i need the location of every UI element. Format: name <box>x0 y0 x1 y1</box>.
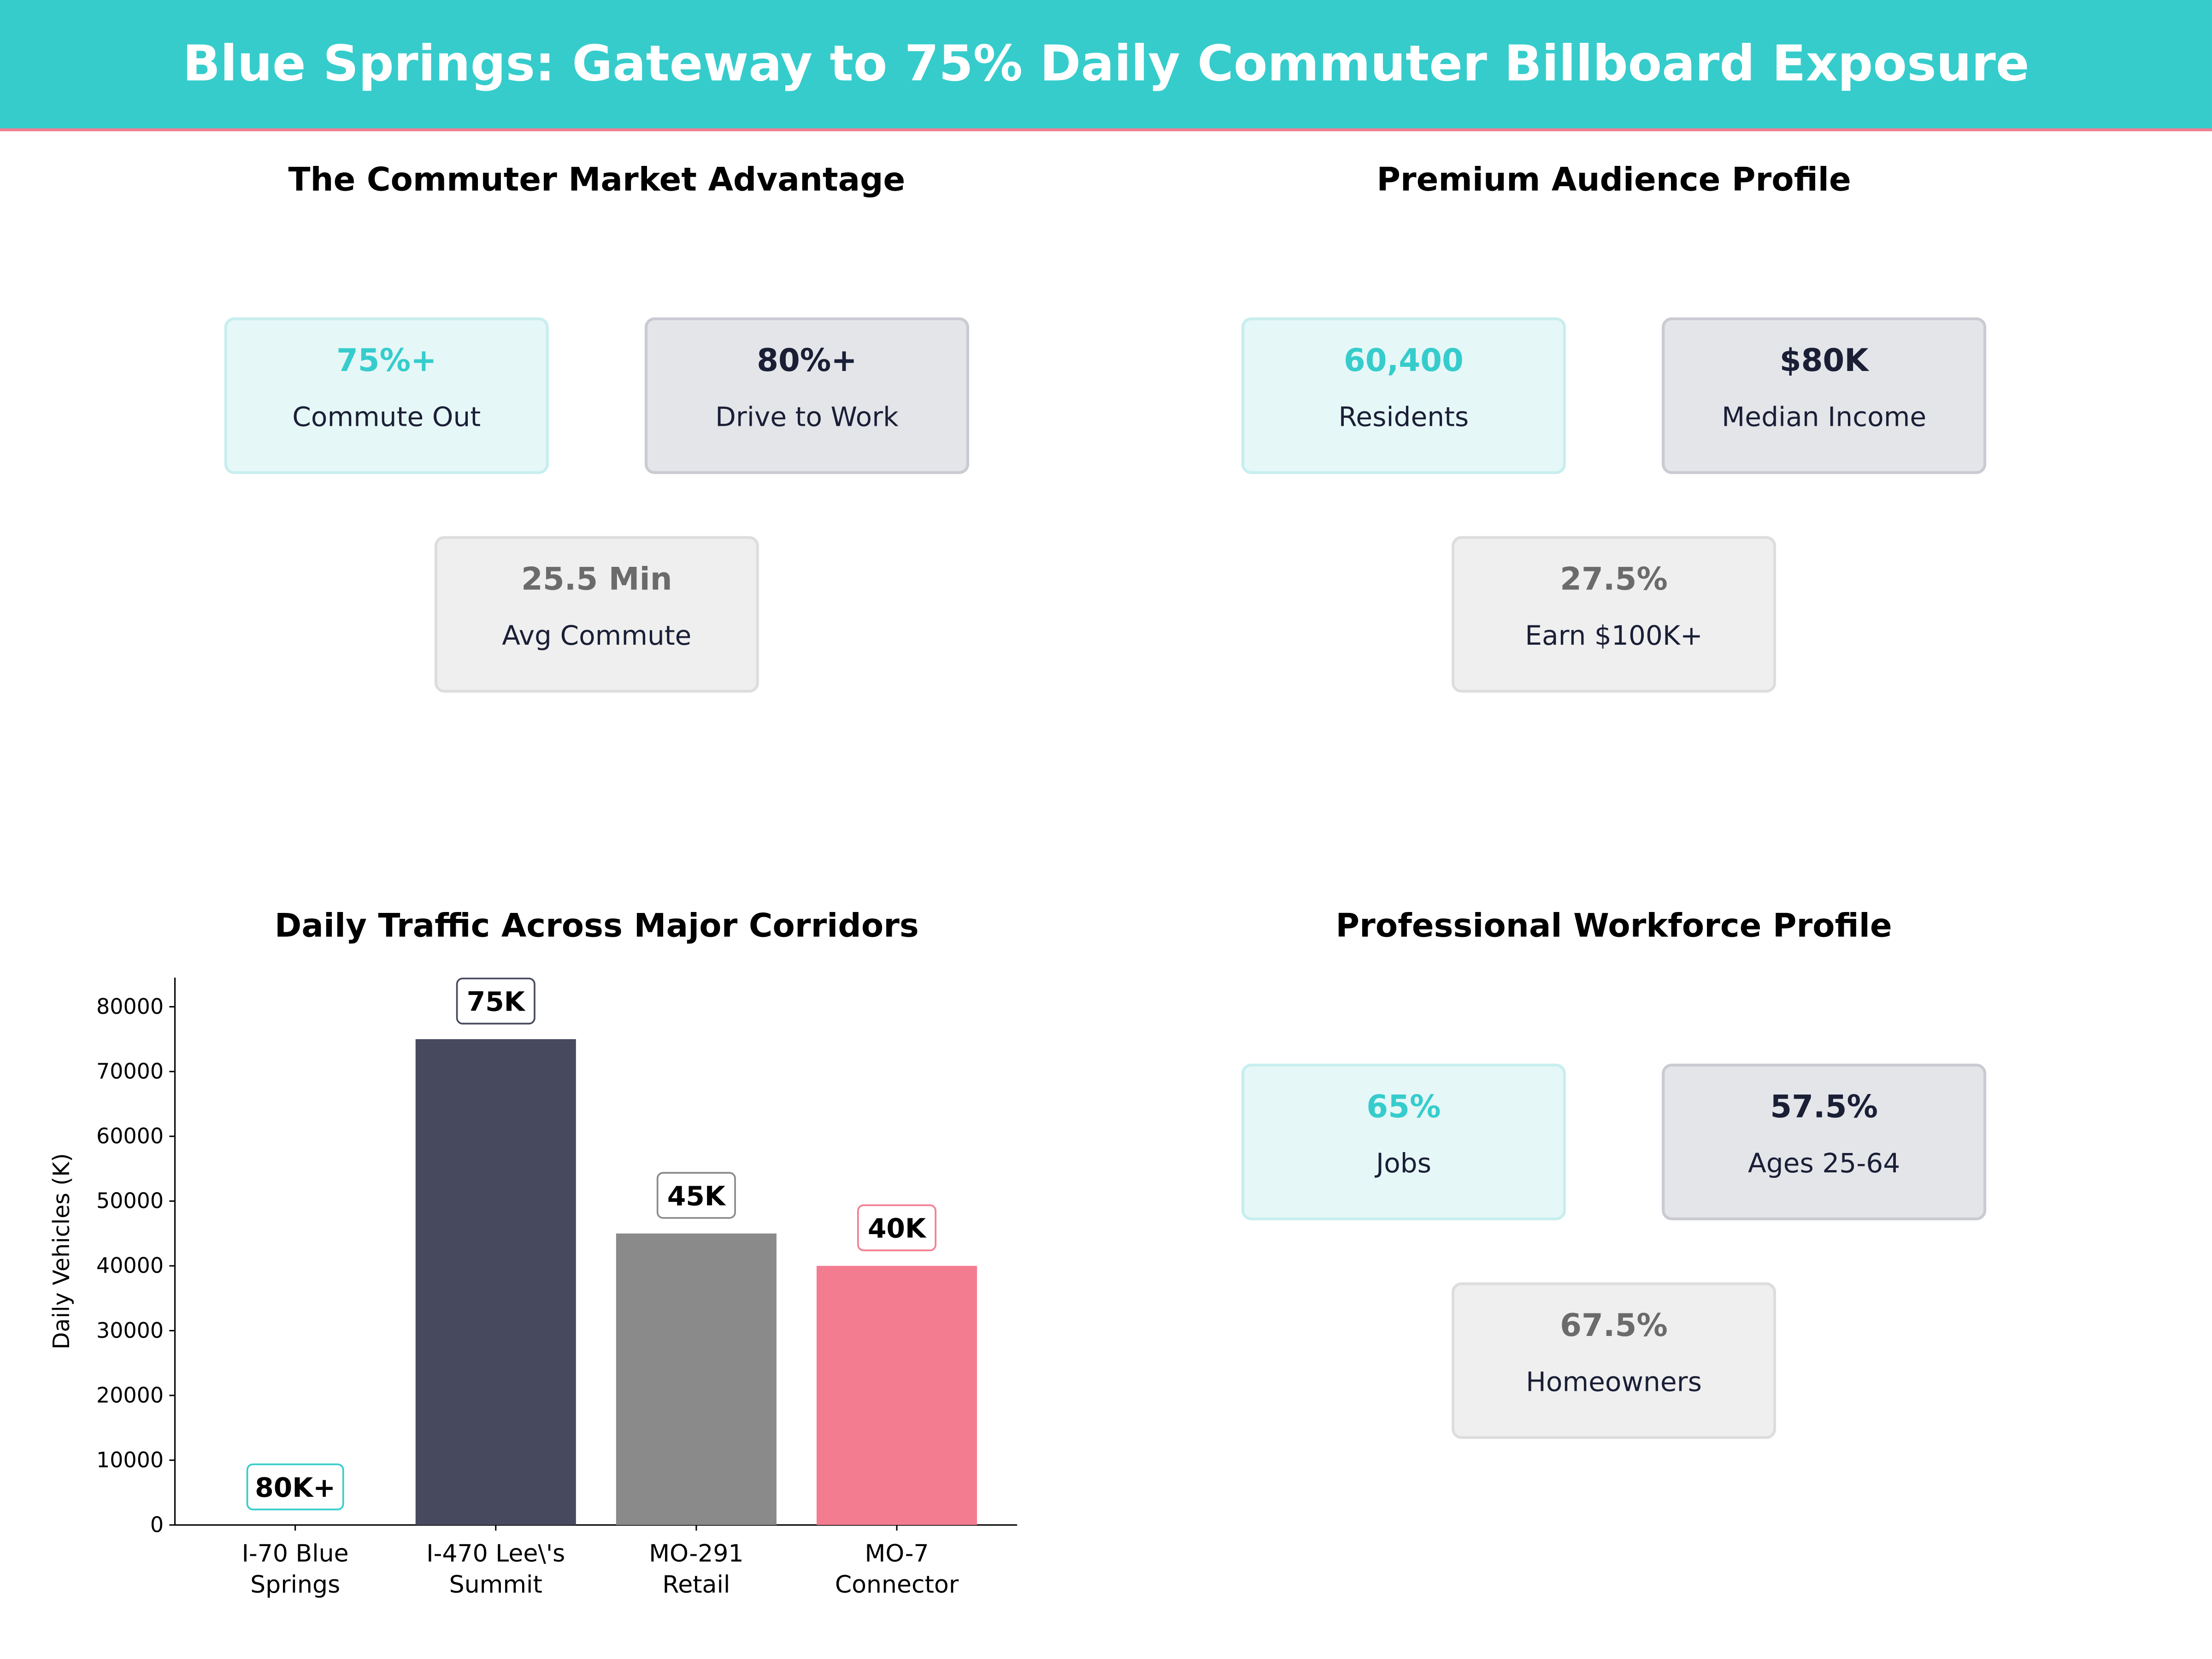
header-banner: Blue Springs: Gateway to 75% Daily Commu… <box>0 0 2212 131</box>
stat-label: Drive to Work <box>715 402 899 433</box>
stat-label: Median Income <box>1722 402 1927 433</box>
y-tick-label: 30000 <box>96 1318 164 1343</box>
data-label-box <box>456 977 535 1025</box>
y-tick-label: 70000 <box>96 1059 164 1084</box>
data-label: 80K+ <box>255 1472 335 1503</box>
bar <box>816 1265 977 1525</box>
x-tick-label: I-70 Blue <box>242 1540 349 1568</box>
stat-value: 80%+ <box>757 344 857 380</box>
data-label: 40K <box>868 1213 927 1244</box>
panel-title-audience: Premium Audience Profile <box>1377 162 1851 199</box>
stat-value: $80K <box>1779 344 1869 380</box>
stat-value: 75%+ <box>336 344 437 380</box>
stat-card: 57.5% Ages 25-64 <box>1662 1064 1987 1220</box>
x-tick-label: Summit <box>449 1571 542 1599</box>
y-tick-label: 20000 <box>96 1382 164 1407</box>
data-label-box <box>656 1172 736 1219</box>
bar <box>616 1233 777 1525</box>
traffic-bar-chart: 0 10000 20000 30000 40000 50000 60000 70000 8000… <box>48 977 1018 1599</box>
y-tick-label: 60000 <box>96 1124 164 1148</box>
stat-label: Ages 25-64 <box>1747 1148 1900 1180</box>
x-tick-label: MO-291 <box>649 1540 743 1568</box>
stat-card: 27.5% Earn $100K+ <box>1451 536 1777 693</box>
data-label-box <box>857 1204 937 1252</box>
data-label: 75K <box>467 986 526 1018</box>
y-tick-label: 50000 <box>96 1188 164 1213</box>
stat-card: 67.5% Homeowners <box>1451 1282 1777 1439</box>
stat-card: 60,400 Residents <box>1241 317 1566 474</box>
data-label-box <box>246 1463 344 1511</box>
y-tick-label: 10000 <box>96 1447 164 1472</box>
stat-label: Earn $100K+ <box>1525 620 1703 652</box>
stat-card: 25.5 Min Avg Commute <box>434 536 759 693</box>
chart-title: Daily Traffic Across Major Corridors <box>274 908 919 946</box>
stat-value: 67.5% <box>1560 1309 1668 1345</box>
stat-label: Avg Commute <box>502 620 692 652</box>
y-tick-label: 80000 <box>96 994 164 1019</box>
stat-label: Homeowners <box>1526 1367 1702 1398</box>
stat-label: Residents <box>1338 402 1469 433</box>
x-tick-label: I-470 Lee\'s <box>426 1540 565 1568</box>
data-label: 45K <box>667 1180 726 1212</box>
stat-card: $80K Median Income <box>1662 317 1987 474</box>
stat-value: 25.5 Min <box>521 563 672 598</box>
stat-value: 27.5% <box>1560 563 1668 598</box>
stat-value: 57.5% <box>1770 1090 1878 1126</box>
panel-title-commuter: The Commuter Market Advantage <box>288 162 906 199</box>
panel-title-workforce: Professional Workforce Profile <box>1335 908 1892 946</box>
y-tick-label: 40000 <box>96 1253 164 1278</box>
stat-card: 65% Jobs <box>1241 1064 1566 1220</box>
x-tick-label: MO-7 <box>865 1540 929 1568</box>
stat-value: 65% <box>1366 1090 1441 1126</box>
y-tick-label: 0 <box>150 1512 164 1537</box>
stat-label: Commute Out <box>292 402 481 433</box>
page-title: Blue Springs: Gateway to 75% Daily Commu… <box>182 36 2030 93</box>
stat-value: 60,400 <box>1343 344 1464 380</box>
bar <box>415 1039 576 1525</box>
stat-card: 75%+ Commute Out <box>224 317 549 474</box>
y-axis-label: Daily Vehicles (K) <box>48 1153 75 1349</box>
x-tick-label: Retail <box>662 1571 730 1599</box>
x-tick-label: Springs <box>250 1571 340 1599</box>
x-tick-label: Connector <box>835 1571 959 1599</box>
stat-card: 80%+ Drive to Work <box>644 317 970 474</box>
stat-label: Jobs <box>1376 1148 1431 1180</box>
